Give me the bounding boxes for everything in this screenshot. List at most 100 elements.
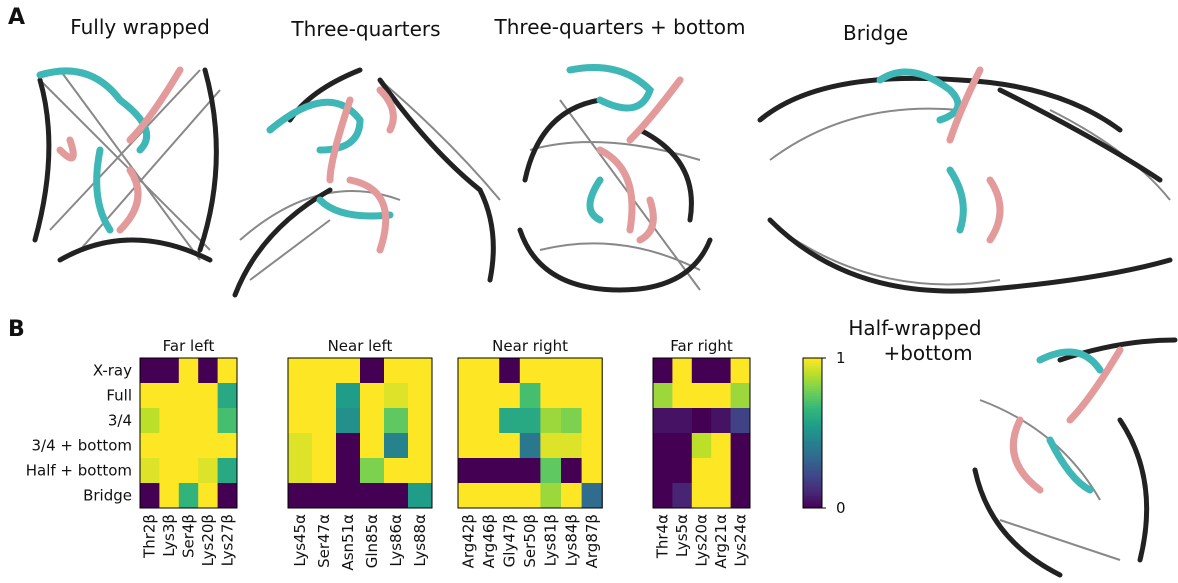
heatmap-cell	[691, 433, 712, 459]
heatmap-cell	[561, 383, 583, 409]
heatmap-cell	[711, 408, 732, 434]
heatmap-cell	[499, 458, 521, 484]
colorbar-step	[803, 478, 822, 481]
heatmap-cell	[519, 458, 541, 484]
heatmap-cell	[540, 383, 562, 409]
heatmap-cell	[653, 383, 673, 409]
heatmap-cell	[478, 458, 500, 484]
heatmap-cell	[711, 433, 732, 459]
heatmap-cell	[711, 458, 732, 484]
colorbar-step	[803, 373, 822, 376]
colorbar-step	[803, 363, 822, 366]
panel-label: B	[8, 317, 25, 342]
colorbar-step	[803, 498, 822, 501]
colorbar-step	[803, 455, 822, 459]
colorbar-step	[803, 503, 822, 506]
heatmap-cell	[581, 383, 603, 409]
heatmap-cell	[217, 358, 238, 384]
heatmap-cell	[384, 433, 409, 459]
colorbar-step	[803, 495, 822, 499]
heatmap-cell	[458, 358, 480, 384]
heatmap-cell	[360, 433, 385, 459]
colorbar-step	[803, 415, 822, 419]
colorbar-tick-label: 0	[836, 499, 846, 517]
colorbar-step	[803, 485, 822, 489]
colorbar-step	[803, 460, 822, 464]
heatmap-cell	[217, 458, 238, 484]
heatmap-cell	[478, 483, 500, 509]
caption: Three-quarters + bottom	[494, 15, 746, 39]
row-label: 3/4 + bottom	[32, 437, 133, 455]
colorbar-step	[803, 423, 822, 426]
column-label: Lys20β	[199, 514, 217, 566]
colorbar-step	[803, 488, 822, 491]
heatmap-cell	[159, 458, 180, 484]
colorbar-step	[803, 468, 822, 471]
colorbar-step	[803, 393, 822, 396]
row-label: Bridge	[83, 487, 132, 505]
molecule-image	[32, 66, 221, 263]
heatmap-cell	[458, 408, 480, 434]
heatmap-cell	[384, 358, 409, 384]
colorbar-step	[803, 420, 822, 424]
heatmap-cell	[408, 383, 433, 409]
heatmap-cell	[360, 383, 385, 409]
heatmap-cell	[140, 483, 160, 509]
heatmap-cell	[288, 483, 313, 509]
heatmap-cell	[730, 358, 751, 384]
heatmap-cell	[336, 458, 361, 484]
colorbar-step	[803, 458, 822, 461]
heatmap-cell	[499, 408, 521, 434]
heatmap-cell	[540, 458, 562, 484]
heatmap-cell	[499, 383, 521, 409]
colorbar-step	[803, 448, 822, 451]
colorbar-step	[803, 475, 822, 479]
colorbar-step	[803, 408, 822, 411]
heatmap-cell	[672, 383, 693, 409]
heatmap-cell	[711, 358, 732, 384]
heatmap-cell	[672, 458, 693, 484]
colorbar-step	[803, 385, 822, 389]
heatmap-frame	[652, 357, 751, 509]
colorbar-step	[803, 383, 822, 386]
column-label: Thr4α	[654, 514, 672, 559]
heatmap-cell	[672, 483, 693, 509]
heatmap-cell	[178, 433, 199, 459]
colorbar-step	[803, 365, 822, 369]
heatmap-cell	[653, 408, 673, 434]
heatmap-cell	[519, 383, 541, 409]
panel-label: A	[8, 5, 25, 30]
column-label: Arg87β	[583, 514, 601, 568]
colorbar-step	[803, 405, 822, 409]
heatmap-cell	[458, 458, 480, 484]
colorbar-step	[803, 413, 822, 416]
heatmap-frame	[287, 357, 433, 509]
column-label: Ser47α	[315, 514, 333, 568]
heatmap-cell	[561, 458, 583, 484]
heatmap-cell	[691, 358, 712, 384]
colorbar-step	[803, 450, 822, 454]
column-label: Lys5α	[673, 514, 691, 557]
heatmap-cell	[653, 483, 673, 509]
colorbar-step	[803, 463, 822, 466]
heatmap-cell	[672, 358, 693, 384]
colorbar-step	[803, 465, 822, 469]
heatmap-cell	[581, 458, 603, 484]
heatmap-cell	[499, 433, 521, 459]
heatmap-cell	[198, 433, 219, 459]
heatmap-cell	[711, 483, 732, 509]
colorbar-step	[803, 403, 822, 406]
heatmap-title: Far left	[163, 337, 215, 355]
heatmap-cell	[581, 433, 603, 459]
colorbar-step	[803, 480, 822, 484]
heatmap-cell	[408, 408, 433, 434]
heatmap-cell	[730, 458, 751, 484]
heatmap-cell	[312, 408, 337, 434]
colorbar-step	[803, 425, 822, 429]
heatmap-cell	[408, 483, 433, 509]
colorbar-step	[803, 433, 822, 436]
heatmap-cell	[198, 458, 219, 484]
heatmap-cell	[159, 383, 180, 409]
colorbar-step	[803, 370, 822, 374]
colorbar-step	[803, 380, 822, 384]
